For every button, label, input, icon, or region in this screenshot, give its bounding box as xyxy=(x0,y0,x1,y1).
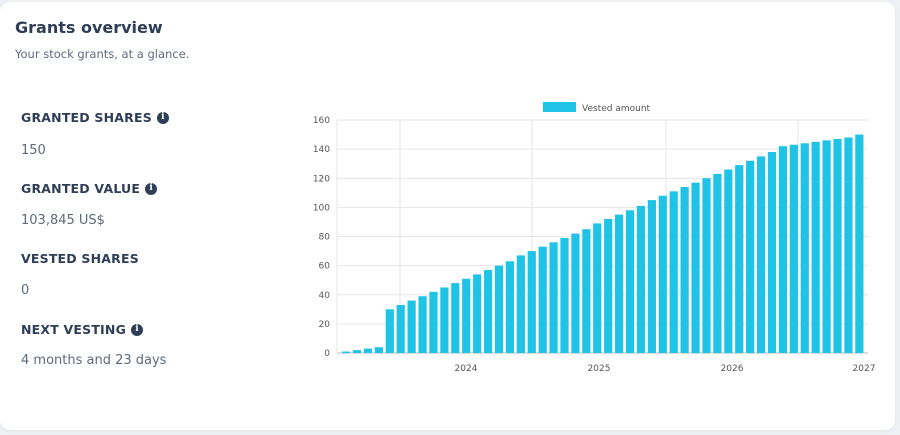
bar xyxy=(538,246,547,353)
bar xyxy=(396,304,405,353)
y-tick-label: 0 xyxy=(324,349,330,359)
vested-shares-label: VESTED SHARES xyxy=(21,251,139,266)
bar xyxy=(844,137,853,353)
bar xyxy=(385,309,394,353)
bar xyxy=(494,265,504,353)
bar xyxy=(855,134,864,353)
bar xyxy=(724,169,733,353)
bar xyxy=(691,182,700,353)
y-tick-label: 120 xyxy=(313,174,330,184)
granted-shares-label: GRANTED SHARES i xyxy=(21,110,169,125)
bar xyxy=(811,141,820,353)
page-subtitle: Your stock grants, at a glance. xyxy=(15,47,190,61)
bar xyxy=(778,146,788,353)
bar xyxy=(483,269,493,353)
bar xyxy=(615,214,624,353)
bar xyxy=(549,242,558,353)
legend-swatch xyxy=(543,102,576,112)
legend-label: Vested amount xyxy=(582,104,651,114)
bar xyxy=(702,178,711,353)
bar xyxy=(440,287,449,353)
info-icon[interactable]: i xyxy=(145,182,158,195)
y-tick-label: 160 xyxy=(313,116,330,126)
y-tick-label: 20 xyxy=(319,320,331,330)
y-tick-label: 60 xyxy=(319,262,331,272)
bar xyxy=(746,160,755,353)
info-icon[interactable]: i xyxy=(131,323,144,336)
granted-value-label: GRANTED VALUE i xyxy=(21,181,158,196)
bar xyxy=(462,278,471,353)
y-tick-label: 140 xyxy=(313,145,330,155)
bar xyxy=(833,138,842,353)
y-tick-label: 80 xyxy=(319,233,331,243)
bar xyxy=(593,223,602,353)
next-vesting-value: 4 months and 23 days xyxy=(21,353,167,368)
grants-overview-card: Grants overview Your stock grants, at a … xyxy=(0,2,895,430)
bar xyxy=(604,219,613,353)
bar xyxy=(680,186,689,353)
bar xyxy=(473,274,482,353)
vesting-chart: 0 20 40 60 80 100 120 140 160 2024 2025 2026 2027 Ves… xyxy=(313,102,876,374)
bar xyxy=(658,195,667,353)
bar xyxy=(527,251,536,353)
bar xyxy=(713,173,722,353)
bar xyxy=(767,152,777,353)
bar xyxy=(582,229,591,353)
bar xyxy=(451,283,460,353)
bar xyxy=(516,255,525,353)
bar xyxy=(647,200,656,353)
bar xyxy=(505,261,514,353)
bar xyxy=(342,351,351,353)
info-icon[interactable]: i xyxy=(156,111,169,124)
bar xyxy=(571,233,580,353)
x-tick-label: 2025 xyxy=(588,364,611,374)
bar xyxy=(636,205,646,353)
bar xyxy=(407,300,416,353)
bar xyxy=(625,210,635,353)
bar xyxy=(735,165,744,353)
next-vesting-label: NEXT VESTING i xyxy=(21,322,144,337)
vested-shares-value: 0 xyxy=(21,283,30,298)
bar xyxy=(822,140,831,353)
bar xyxy=(429,291,438,353)
bar xyxy=(374,347,383,353)
x-tick-label: 2027 xyxy=(853,364,876,374)
page-title: Grants overview xyxy=(15,18,163,37)
y-tick-label: 40 xyxy=(319,291,331,301)
x-tick-label: 2026 xyxy=(721,364,744,374)
granted-value-value: 103,845 US$ xyxy=(21,213,105,228)
bar xyxy=(363,348,373,353)
bar xyxy=(418,296,427,353)
bar xyxy=(800,143,809,353)
bar xyxy=(560,237,569,353)
granted-shares-value: 150 xyxy=(21,143,46,158)
x-tick-label: 2024 xyxy=(455,364,478,374)
bar xyxy=(669,191,678,353)
bar xyxy=(756,156,766,353)
y-tick-label: 100 xyxy=(313,203,330,213)
bar xyxy=(352,350,362,353)
bar xyxy=(789,144,798,353)
